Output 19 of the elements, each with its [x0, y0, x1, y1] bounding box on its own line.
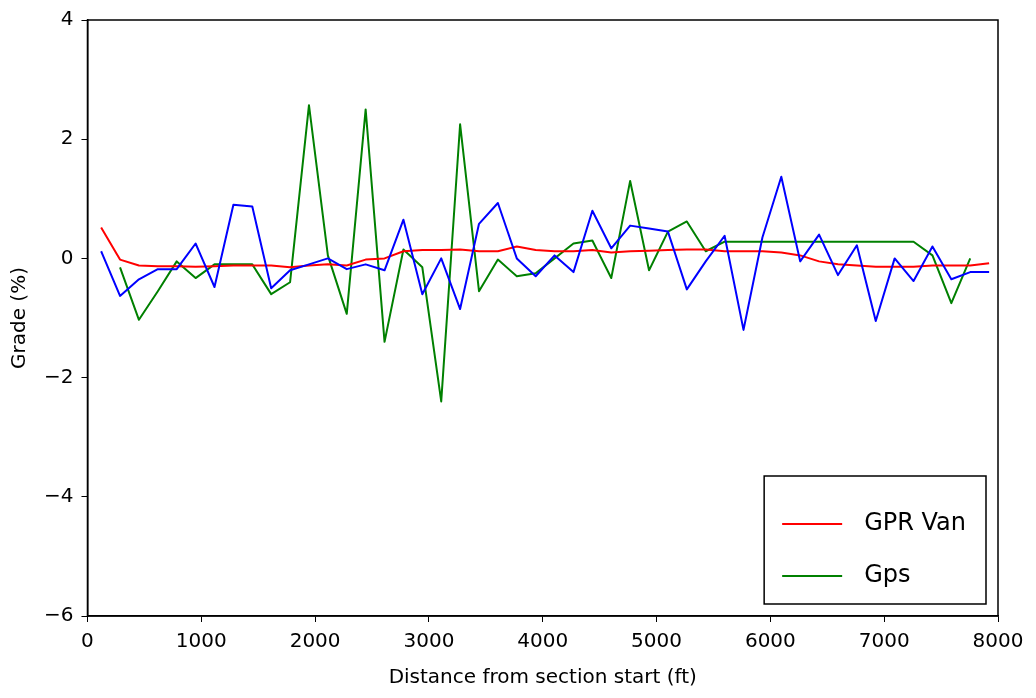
x-tick-label: 2000: [289, 628, 341, 653]
x-tick-label: 0: [81, 628, 94, 653]
y-tick-label: 4: [60, 6, 74, 31]
x-tick-label: 8000: [972, 628, 1024, 653]
legend-label: Gps: [864, 560, 911, 589]
legend-label: GPR Van: [864, 508, 967, 537]
x-tick-label: 7000: [858, 628, 910, 653]
y-tick-label: −4: [44, 483, 74, 507]
y-tick-label: −2: [44, 363, 74, 388]
y-tick-label: 2: [60, 125, 74, 150]
x-axis-title: Distance from section start (ft): [388, 664, 697, 689]
y-tick-label: 0: [60, 244, 74, 269]
x-tick-label: 3000: [403, 628, 455, 653]
x-tick-label: 4000: [517, 628, 569, 653]
y-tick-label: −6: [44, 602, 74, 627]
x-tick-label: 6000: [744, 628, 796, 653]
y-axis-title: Grade (%): [6, 267, 31, 369]
x-tick-label: 5000: [631, 628, 683, 653]
x-tick-label: 1000: [175, 628, 227, 653]
